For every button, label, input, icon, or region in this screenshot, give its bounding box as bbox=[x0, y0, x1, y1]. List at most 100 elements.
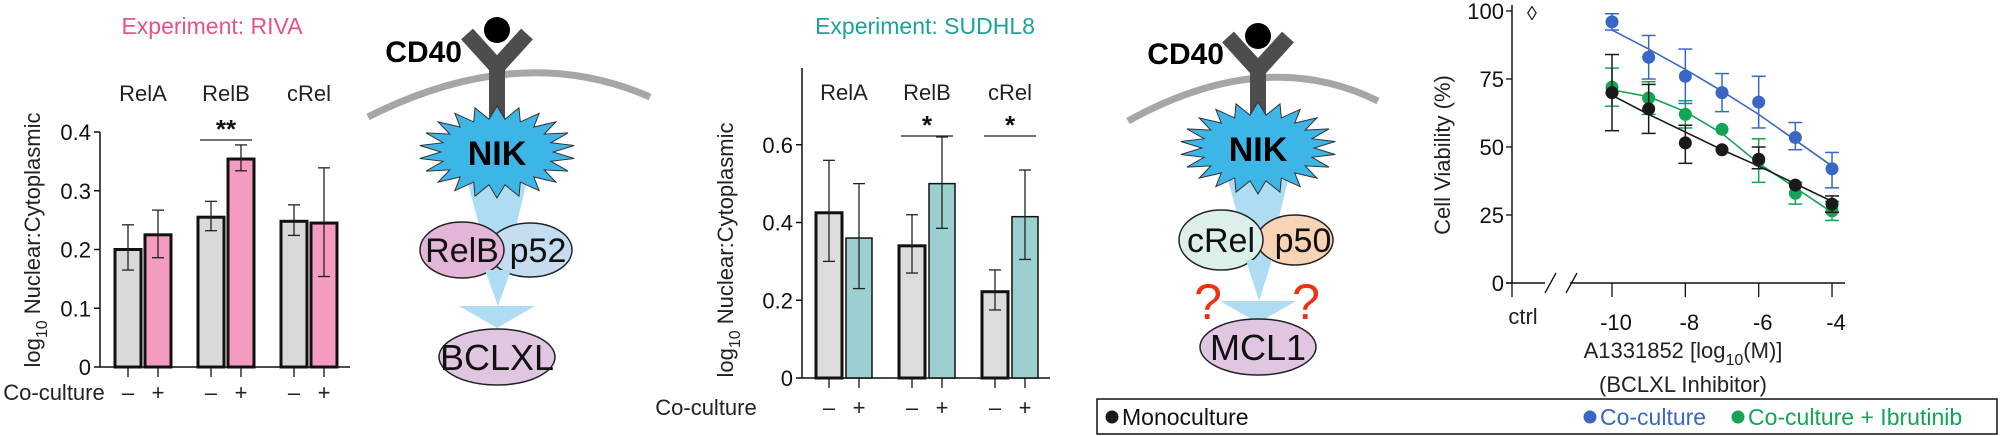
x-tick-label: -10 bbox=[1600, 310, 1632, 335]
nik-star-icon bbox=[1180, 101, 1336, 195]
y-tick-label: 0.4 bbox=[762, 211, 793, 236]
ctrl-diamond-marker: ◊ bbox=[1527, 3, 1537, 25]
data-point-co-culture bbox=[1788, 130, 1802, 144]
signal-stem bbox=[1246, 260, 1272, 301]
significance-marker: ** bbox=[216, 114, 237, 144]
cd40-ligand-icon bbox=[484, 17, 510, 43]
y-tick-label: 0.6 bbox=[762, 133, 793, 158]
arrowhead-icon bbox=[459, 306, 535, 328]
sudhl8-title: Experiment: SUDHL8 bbox=[815, 13, 1035, 39]
sudhl8-y-axis-label: log10 Nuclear:Cytoplasmic bbox=[713, 123, 744, 378]
nik-star-icon bbox=[419, 105, 575, 199]
group-label-relb: RelB bbox=[202, 81, 250, 106]
bar-relb-minus bbox=[196, 215, 226, 369]
legend-marker-co-culture-ibrutinib bbox=[1731, 410, 1745, 424]
dimer-partner-1 bbox=[419, 221, 505, 279]
dimer-label-2: p50 bbox=[1275, 222, 1332, 260]
legend-marker-co-culture bbox=[1583, 410, 1597, 424]
axis-break-mark bbox=[1565, 272, 1578, 294]
x-tick-label: -4 bbox=[1826, 310, 1846, 335]
y-tick-label: 0 bbox=[1492, 271, 1504, 296]
cell-membrane bbox=[366, 69, 652, 121]
riva-title: Experiment: RIVA bbox=[121, 13, 303, 39]
y-tick-label: 0 bbox=[781, 366, 793, 391]
target-protein bbox=[438, 328, 556, 386]
data-point-monoculture bbox=[1642, 102, 1656, 116]
pathway-diagram-relb: CD40 NIK RelB p52 BCLXL bbox=[366, 17, 652, 386]
y-tick-label: 0.3 bbox=[60, 179, 91, 204]
data-point-co-culture bbox=[1678, 69, 1692, 83]
viability-x-axis-sublabel: (BCLXL Inhibitor) bbox=[1599, 372, 1767, 397]
y-tick-label: 0.2 bbox=[762, 288, 793, 313]
data-point-co-culture bbox=[1715, 86, 1729, 100]
condition-label: – bbox=[205, 380, 218, 405]
data-point-monoculture bbox=[1715, 143, 1729, 157]
receptor-label: CD40 bbox=[385, 36, 462, 69]
y-tick-label: 25 bbox=[1480, 203, 1504, 228]
riva-coculture-label: Co-culture bbox=[3, 380, 104, 405]
target-label: BCLXL bbox=[440, 337, 554, 378]
ctrl-label: ctrl bbox=[1508, 304, 1537, 329]
data-point-co-culture bbox=[1605, 15, 1619, 29]
dimer-label-1: cRel bbox=[1187, 222, 1255, 260]
receptor-label: CD40 bbox=[1147, 38, 1224, 71]
kinase-label: NIK bbox=[1229, 131, 1288, 169]
dimer-label-2: p52 bbox=[510, 232, 567, 270]
kinase-label: NIK bbox=[468, 135, 527, 173]
question-mark-right: ? bbox=[1292, 274, 1320, 330]
sudhl8-bar-chart: Experiment: SUDHL8 log10 Nuclear:Cytopla… bbox=[655, 13, 1050, 420]
data-point-co-culture bbox=[1825, 162, 1839, 176]
condition-label: – bbox=[823, 395, 836, 420]
data-point-co-culture-ibrutinib bbox=[1715, 122, 1729, 136]
target-protein bbox=[1199, 318, 1317, 376]
dimer-label-1: RelB bbox=[425, 232, 499, 270]
sudhl8-coculture-label: Co-culture bbox=[655, 395, 756, 420]
significance-marker: * bbox=[922, 110, 933, 140]
legend: Monoculture Co-culture Co-culture + Ibruti… bbox=[1096, 398, 1998, 435]
y-tick-label: 0 bbox=[79, 355, 91, 380]
condition-label: + bbox=[152, 380, 165, 405]
x-tick-label: -8 bbox=[1680, 310, 1700, 335]
condition-label: + bbox=[235, 380, 248, 405]
data-point-monoculture bbox=[1678, 136, 1692, 150]
significance-marker: * bbox=[1005, 110, 1016, 140]
x-tick-label: -6 bbox=[1753, 310, 1773, 335]
signal-stem bbox=[485, 270, 511, 306]
condition-label: – bbox=[989, 395, 1002, 420]
viability-x-axis-label: A1331852 [log10(M)] bbox=[1584, 338, 1783, 369]
condition-label: + bbox=[1019, 395, 1032, 420]
data-point-co-culture-ibrutinib bbox=[1678, 107, 1692, 121]
group-label-rela: RelA bbox=[820, 80, 868, 105]
target-label: MCL1 bbox=[1210, 327, 1306, 368]
group-label-relb: RelB bbox=[903, 80, 951, 105]
dimer-partner-1 bbox=[1178, 209, 1264, 271]
cd40-ligand-icon bbox=[1245, 23, 1271, 49]
riva-y-axis-label: log10 Nuclear:Cytoplasmic bbox=[20, 113, 51, 368]
y-tick-label: 100 bbox=[1467, 0, 1504, 24]
y-tick-label: 0.4 bbox=[60, 120, 91, 145]
data-point-monoculture bbox=[1788, 178, 1802, 192]
group-label-rela: RelA bbox=[119, 81, 167, 106]
y-tick-label: 0.1 bbox=[60, 296, 91, 321]
y-tick-label: 0.2 bbox=[60, 238, 91, 263]
legend-box bbox=[1096, 398, 1998, 435]
legend-label-co-culture: Co-culture bbox=[1600, 404, 1706, 430]
legend-label-co-culture-ibrutinib: Co-culture + Ibrutinib bbox=[1748, 404, 1962, 430]
group-label-crel: cRel bbox=[988, 80, 1032, 105]
condition-label: – bbox=[288, 380, 301, 405]
pathway-diagram-crel: CD40 NIK cRel p50 MCL1?? bbox=[1126, 23, 1380, 376]
condition-label: + bbox=[318, 380, 331, 405]
riva-bar-chart: Experiment: RIVA log10 Nuclear:Cytoplasm… bbox=[3, 13, 350, 405]
condition-label: + bbox=[853, 395, 866, 420]
legend-label-monoculture: Monoculture bbox=[1122, 404, 1249, 430]
question-mark-left: ? bbox=[1194, 274, 1222, 330]
bar-crel-minus bbox=[279, 219, 309, 369]
group-label-crel: cRel bbox=[287, 81, 331, 106]
y-tick-label: 75 bbox=[1480, 67, 1504, 92]
bar-relb-plus bbox=[226, 157, 256, 369]
data-point-monoculture bbox=[1752, 152, 1766, 166]
axis-break-mark bbox=[1544, 272, 1557, 294]
data-point-monoculture bbox=[1605, 86, 1619, 100]
viability-y-axis-label: Cell Viability (%) bbox=[1430, 75, 1455, 235]
